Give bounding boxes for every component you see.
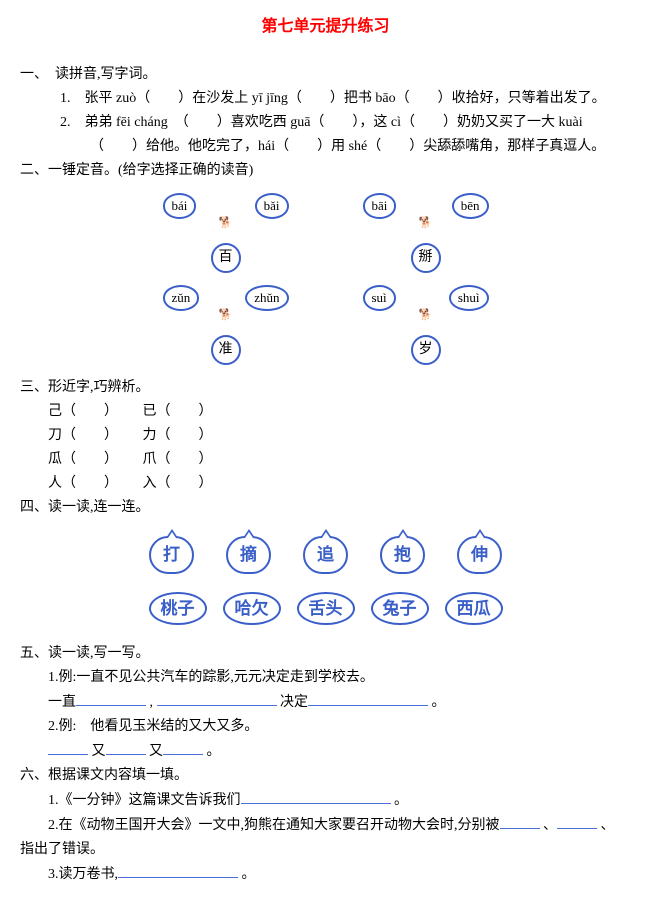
dog-icon: 🐕 bbox=[219, 307, 233, 324]
word-bubble: 桃子 bbox=[149, 592, 207, 626]
s6-line1: 1.《一分钟》这篇课文告诉我们 。 bbox=[48, 789, 631, 811]
s1-line2b: （ ）给他。他吃完了，hái（ ）用 shé（ ）尖舔舔嘴角，那样子真逗人。 bbox=[90, 136, 631, 157]
word-row-top: 打 摘 追 抱 伸 bbox=[20, 536, 631, 574]
pinyin-option: bái bbox=[163, 193, 197, 219]
word-bubble: 舌头 bbox=[297, 592, 355, 626]
blank[interactable] bbox=[157, 691, 277, 706]
blank[interactable] bbox=[106, 740, 146, 755]
word-bubble: 兔子 bbox=[371, 592, 429, 626]
blank[interactable] bbox=[48, 740, 88, 755]
word-row-bottom: 桃子 哈欠 舌头 兔子 西瓜 bbox=[20, 592, 631, 626]
s1-line1: 1. 张平 zuò（ ）在沙发上 yī jīng（ ）把书 bāo（ ）收拾好，… bbox=[60, 88, 631, 109]
s5-line1: 1.例:一直不见公共汽车的踪影,元元决定走到学校去。 bbox=[48, 667, 631, 688]
pair-b: 已（ ） bbox=[143, 404, 213, 419]
section-1-heading: 一、 读拼音,写字词。 bbox=[20, 64, 631, 85]
pair-a: 刀（ ） bbox=[48, 428, 111, 443]
word-bubble: 哈欠 bbox=[223, 592, 281, 626]
text: 一直 bbox=[48, 695, 76, 710]
word-bubble: 西瓜 bbox=[445, 592, 503, 626]
text: 3.读万卷书, bbox=[48, 867, 118, 882]
pair-a: 瓜（ ） bbox=[48, 452, 111, 467]
pair-a: 人（ ） bbox=[48, 476, 111, 491]
s1-line2a: 2. 弟弟 fēi cháng （ ）喜欢吃西 guā（ ），这 cì（ ）奶奶… bbox=[60, 112, 631, 133]
bubble-group: zǔn zhǔn 🐕 准 bbox=[161, 285, 291, 365]
s3-line: 瓜（ ） 爪（ ） bbox=[48, 449, 631, 470]
text: 2.在《动物王国开大会》一文中,狗熊在通知大家要召开动物大会时,分别被 bbox=[48, 818, 500, 833]
text: 。 bbox=[432, 695, 446, 710]
dog-icon: 🐕 bbox=[419, 215, 433, 232]
s6-line2: 2.在《动物王国开大会》一文中,狗熊在通知大家要召开动物大会时,分别被 、 、 bbox=[48, 814, 631, 836]
blank[interactable] bbox=[557, 814, 597, 829]
text: 。 bbox=[242, 867, 256, 882]
section-5-heading: 五、读一读,写一写。 bbox=[20, 643, 631, 664]
dog-icon: 🐕 bbox=[419, 307, 433, 324]
blank[interactable] bbox=[118, 863, 238, 878]
text: 1.《一分钟》这篇课文告诉我们 bbox=[48, 793, 241, 808]
pinyin-option: zhǔn bbox=[245, 285, 288, 311]
s3-line: 己（ ） 已（ ） bbox=[48, 401, 631, 422]
text: 、 bbox=[543, 818, 557, 833]
text: , bbox=[150, 695, 154, 710]
pinyin-option: bǎi bbox=[255, 193, 289, 219]
text: 又 bbox=[92, 744, 106, 759]
text: 又 bbox=[149, 744, 163, 759]
char-bubble: 掰 bbox=[411, 243, 441, 273]
char-bubble: 准 bbox=[211, 335, 241, 365]
blank[interactable] bbox=[308, 691, 428, 706]
blank[interactable] bbox=[241, 789, 391, 804]
text: 。 bbox=[207, 744, 221, 759]
char-bubble: 岁 bbox=[411, 335, 441, 365]
blank[interactable] bbox=[163, 740, 203, 755]
dog-icon: 🐕 bbox=[219, 215, 233, 232]
text: 、 bbox=[601, 818, 615, 833]
blank[interactable] bbox=[76, 691, 146, 706]
pinyin-option: bāi bbox=[363, 193, 397, 219]
word-bubble: 追 bbox=[303, 536, 348, 574]
pair-b: 爪（ ） bbox=[143, 452, 213, 467]
pinyin-option: bēn bbox=[452, 193, 489, 219]
s6-line3: 3.读万卷书, 。 bbox=[48, 863, 631, 885]
text: 决定 bbox=[280, 695, 308, 710]
text: 。 bbox=[394, 793, 408, 808]
bubble-row-1: bái bǎi 🐕 百 bāi bēn 🐕 掰 bbox=[20, 193, 631, 273]
pair-b: 力（ ） bbox=[143, 428, 213, 443]
pinyin-option: suì bbox=[363, 285, 396, 311]
word-bubble: 摘 bbox=[226, 536, 271, 574]
s3-line: 人（ ） 入（ ） bbox=[48, 473, 631, 494]
s5-line2: 一直 , 决定 。 bbox=[48, 691, 631, 713]
word-bubble: 伸 bbox=[457, 536, 502, 574]
word-bubble: 抱 bbox=[380, 536, 425, 574]
section-6-heading: 六、根据课文内容填一填。 bbox=[20, 765, 631, 786]
bubble-group: bái bǎi 🐕 百 bbox=[161, 193, 291, 273]
section-2-heading: 二、一锤定音。(给字选择正确的读音) bbox=[20, 160, 631, 181]
pair-b: 入（ ） bbox=[143, 476, 213, 491]
page-title: 第七单元提升练习 bbox=[20, 15, 631, 39]
pair-a: 己（ ） bbox=[48, 404, 111, 419]
bubble-group: bāi bēn 🐕 掰 bbox=[361, 193, 491, 273]
bubble-group: suì shuì 🐕 岁 bbox=[361, 285, 491, 365]
char-bubble: 百 bbox=[211, 243, 241, 273]
s3-line: 刀（ ） 力（ ） bbox=[48, 425, 631, 446]
pinyin-option: zǔn bbox=[163, 285, 200, 311]
s5-line3: 2.例: 他看见玉米结的又大又多。 bbox=[48, 716, 631, 737]
word-bubble: 打 bbox=[149, 536, 194, 574]
s6-line2-end: 指出了错误。 bbox=[20, 839, 631, 860]
section-4-heading: 四、读一读,连一连。 bbox=[20, 497, 631, 518]
pinyin-option: shuì bbox=[449, 285, 489, 311]
blank[interactable] bbox=[500, 814, 540, 829]
section-3-heading: 三、形近字,巧辨析。 bbox=[20, 377, 631, 398]
bubble-row-2: zǔn zhǔn 🐕 准 suì shuì 🐕 岁 bbox=[20, 285, 631, 365]
s5-line4: 又 又 。 bbox=[48, 740, 631, 762]
